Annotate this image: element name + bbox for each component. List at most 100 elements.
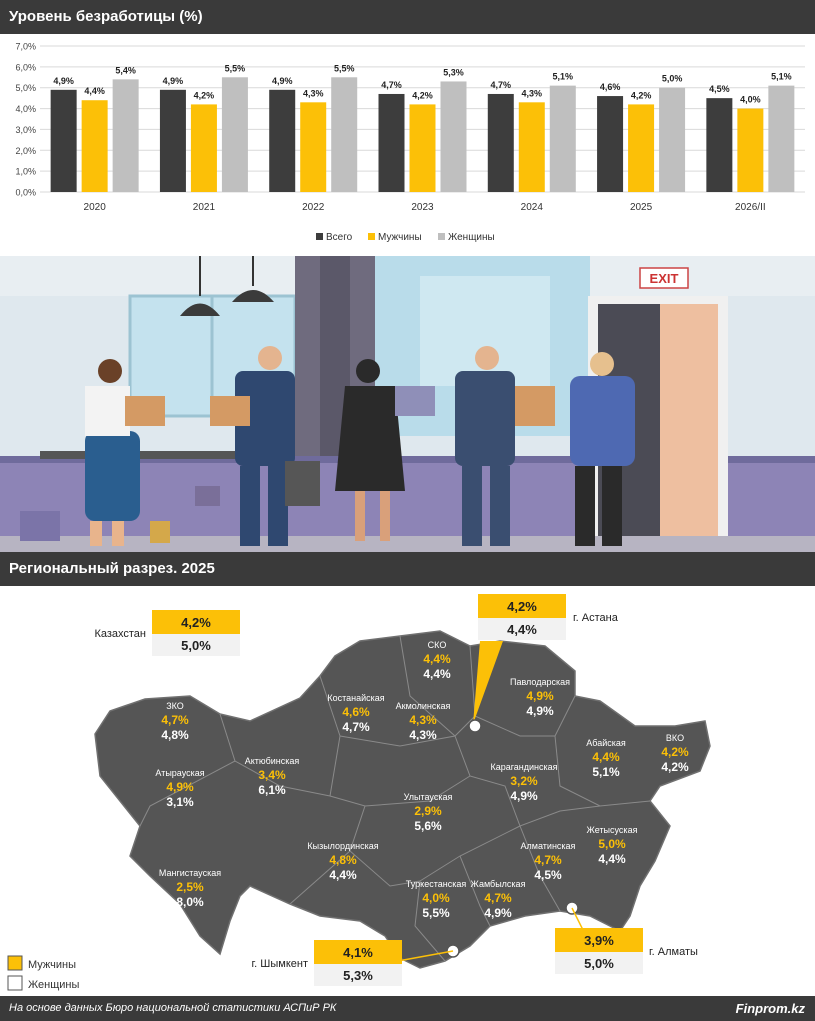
region-name: ВКО: [666, 733, 684, 743]
region-women: 4,4%: [423, 667, 451, 681]
footer: На основе данных Бюро национальной стати…: [0, 996, 815, 1021]
legend-entry: Всего: [326, 232, 353, 243]
region-name: Павлодарская: [510, 677, 570, 687]
region-women: 4,8%: [161, 728, 189, 742]
box-women-value: 5,3%: [343, 968, 373, 983]
y-tick-label: 1,0%: [15, 167, 36, 177]
legend-swatch: [438, 233, 445, 240]
region-name: Абайская: [586, 738, 626, 748]
data-label: 4,2%: [631, 90, 652, 100]
region-men: 3,2%: [510, 774, 538, 788]
data-label: 4,3%: [303, 88, 324, 98]
box-women-value: 5,0%: [584, 956, 614, 971]
region-women: 4,9%: [484, 906, 512, 920]
data-label: 5,4%: [115, 65, 136, 75]
bar-2-3: [440, 81, 467, 192]
y-tick-label: 2,0%: [15, 146, 36, 156]
x-tick-label: 2023: [411, 202, 434, 213]
data-label: 5,3%: [443, 67, 464, 77]
region-women: 4,4%: [598, 852, 626, 866]
data-label: 4,7%: [381, 80, 402, 90]
data-label: 4,2%: [412, 90, 433, 100]
bar-2-1: [221, 77, 248, 192]
region-name: Атырауская: [155, 768, 204, 778]
data-label: 5,1%: [771, 72, 792, 82]
region-men: 4,6%: [342, 705, 370, 719]
region-men: 4,8%: [329, 853, 357, 867]
data-label: 5,0%: [662, 74, 683, 84]
data-label: 4,5%: [709, 84, 730, 94]
data-label: 4,7%: [491, 80, 512, 90]
data-label: 4,9%: [53, 76, 74, 86]
bar-0-1: [159, 89, 186, 192]
bar-2-5: [659, 87, 686, 192]
legend-men: Мужчины: [28, 959, 76, 971]
data-label: 4,2%: [194, 90, 215, 100]
region-name: Жамбылская: [471, 879, 526, 889]
box-label: Казахстан: [94, 628, 146, 640]
regional-title: Региональный разрез. 2025: [0, 552, 815, 586]
box-label: г. Астана: [573, 612, 619, 624]
bar-0-5: [597, 96, 624, 192]
exit-sign: EXIT: [650, 271, 679, 286]
bar-1-6: [737, 108, 764, 192]
region-men: 4,4%: [423, 652, 451, 666]
region-women: 4,2%: [661, 760, 689, 774]
women-value-box: [152, 634, 240, 656]
box-men-value: 4,1%: [343, 945, 373, 960]
region-name: Улытауская: [404, 792, 453, 802]
bar-1-2: [300, 102, 327, 192]
region-name: Жетысуская: [587, 825, 638, 835]
x-tick-label: 2026/II: [735, 202, 766, 213]
region-name: Карагандинская: [490, 762, 557, 772]
bar-0-6: [706, 98, 733, 192]
region-men: 4,7%: [484, 891, 512, 905]
region-name: Кызылординская: [307, 841, 378, 851]
bar-1-4: [518, 102, 545, 192]
brand-logo: Finprom.kz: [735, 1001, 805, 1016]
women-value-box: [478, 618, 566, 640]
region-name: Алматинская: [521, 841, 576, 851]
data-label: 5,1%: [553, 72, 574, 82]
region-men: 4,0%: [422, 891, 450, 905]
region-women: 4,4%: [329, 868, 357, 882]
region-name: Акмолинская: [396, 701, 451, 711]
region-women: 4,3%: [409, 728, 437, 742]
region-men: 3,4%: [258, 768, 286, 782]
legend-entry: Женщины: [448, 232, 495, 243]
box-men-value: 3,9%: [584, 933, 614, 948]
region-women: 5,1%: [592, 765, 620, 779]
bar-2-4: [549, 85, 576, 192]
bar-1-5: [628, 104, 655, 192]
bar-1-1: [190, 104, 217, 192]
office-illustration: EXIT: [0, 256, 815, 552]
box-women-value: 5,0%: [181, 638, 211, 653]
box-women-value: 4,4%: [507, 622, 537, 637]
region-women: 8,0%: [176, 895, 204, 909]
unemployment-bar-chart: 0,0% 1,0% 2,0% 3,0% 4,0% 5,0% 6,0% 7,0% 4,9% 4,4%…: [15, 42, 805, 243]
data-label: 5,5%: [225, 63, 246, 73]
data-label: 4,4%: [84, 86, 105, 96]
y-tick-label: 7,0%: [15, 42, 36, 52]
data-label: 4,6%: [600, 82, 621, 92]
y-tick-label: 4,0%: [15, 104, 36, 114]
region-name: ЗКО: [166, 701, 184, 711]
bar-2-0: [112, 79, 139, 192]
region-name: Актюбинская: [245, 756, 300, 766]
bar-0-4: [487, 93, 514, 192]
bar-1-3: [409, 104, 436, 192]
legend-swatch: [368, 233, 375, 240]
region-men: 4,9%: [526, 689, 554, 703]
region-women: 5,5%: [422, 906, 450, 920]
region-name: Костанайская: [327, 693, 384, 703]
men-value-box: [478, 594, 566, 618]
y-tick-label: 5,0%: [15, 83, 36, 93]
region-women: 4,5%: [534, 868, 562, 882]
region-men: 4,7%: [534, 853, 562, 867]
bar-1-0: [81, 100, 108, 192]
x-tick-label: 2025: [630, 202, 653, 213]
data-label: 4,9%: [272, 76, 293, 86]
region-men: 4,7%: [161, 713, 189, 727]
legend-swatch: [316, 233, 323, 240]
region-women: 4,9%: [510, 789, 538, 803]
